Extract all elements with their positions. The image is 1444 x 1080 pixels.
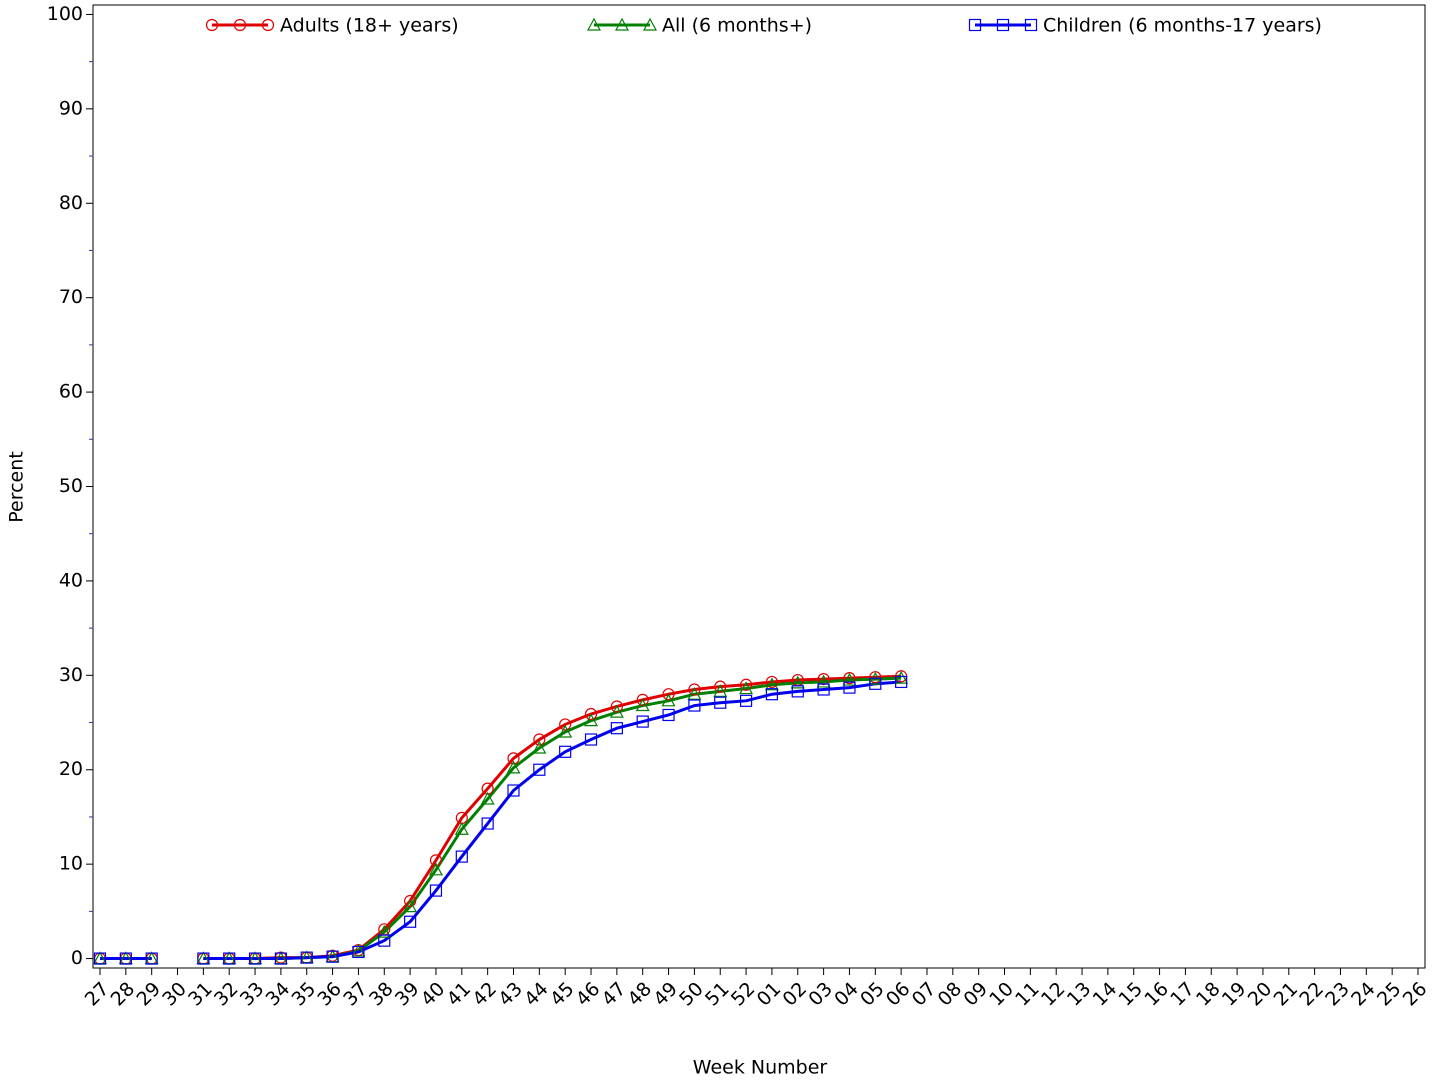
data-point: [248, 952, 262, 965]
legend-marker: [233, 18, 247, 32]
data-point: [532, 740, 547, 754]
legend-marker: [261, 18, 275, 32]
y-tick-label: 50: [59, 475, 83, 497]
data-point: [894, 670, 909, 684]
x-tick-label: 26: [1399, 978, 1432, 1011]
data-point: [714, 680, 727, 693]
y-tick-label: 0: [71, 947, 83, 969]
data-point: [869, 671, 882, 684]
series-line: [100, 674, 902, 961]
data-point: [507, 752, 520, 765]
data-point: [610, 722, 623, 735]
legend-label: Children (6 months-17 years): [1043, 15, 1322, 37]
y-tick-label: 60: [59, 381, 83, 403]
data-point: [429, 854, 443, 867]
data-point: [428, 862, 443, 876]
data-point: [378, 934, 391, 947]
data-point: [816, 674, 831, 688]
data-point: [843, 672, 856, 685]
y-tick-label: 90: [59, 97, 83, 119]
data-point: [636, 715, 649, 728]
data-point: [559, 718, 572, 731]
data-point: [326, 950, 339, 963]
legend-marker: [586, 17, 602, 31]
data-point: [584, 713, 599, 727]
data-point: [765, 688, 779, 701]
series-line: [100, 676, 902, 961]
data-point: [404, 894, 417, 908]
legend-label: All (6 months+): [662, 15, 812, 37]
data-point: [351, 943, 366, 957]
y-tick-label: 20: [59, 758, 83, 780]
data-point: [300, 951, 313, 964]
legend-marker: [614, 17, 630, 31]
data-point: [842, 672, 857, 686]
data-point: [533, 733, 546, 746]
data-point: [688, 699, 701, 712]
data-point: [533, 763, 546, 776]
data-point: [506, 760, 521, 774]
data-point: [687, 686, 702, 700]
data-point: [119, 952, 132, 965]
data-point: [843, 681, 856, 694]
legend-marker: [642, 17, 658, 31]
data-point: [558, 724, 573, 738]
data-point: [429, 884, 443, 897]
y-tick-label: 100: [47, 3, 83, 25]
data-point: [197, 952, 210, 965]
legend-marker: [1024, 18, 1038, 32]
data-point: [790, 675, 805, 689]
data-point: [739, 694, 753, 707]
data-point: [817, 672, 830, 686]
legend-label: Adults (18+ years): [280, 15, 459, 37]
data-point: [635, 698, 650, 712]
plot-frame: [92, 4, 1426, 969]
data-point: [454, 821, 469, 835]
data-point: [352, 945, 365, 959]
data-point: [869, 677, 882, 690]
data-point: [764, 677, 779, 691]
data-point: [765, 675, 779, 689]
data-point: [791, 685, 804, 698]
data-point: [636, 693, 649, 706]
x-axis-title: Week Number: [693, 1057, 828, 1079]
y-tick-label: 70: [59, 286, 83, 308]
y-axis-title: Percent: [6, 451, 28, 523]
data-point: [404, 915, 417, 928]
data-point: [559, 745, 572, 758]
data-point: [584, 733, 598, 746]
data-point: [223, 952, 236, 965]
y-tick-label: 30: [59, 664, 83, 686]
data-point: [713, 684, 728, 697]
data-point: [739, 681, 754, 695]
data-point: [895, 675, 908, 689]
data-point: [662, 688, 675, 701]
legend-marker: [968, 18, 982, 32]
data-point: [817, 683, 830, 696]
legend-marker: [996, 18, 1010, 32]
y-tick-label: 80: [59, 192, 83, 214]
data-point: [93, 952, 107, 965]
data-point: [661, 693, 676, 707]
data-point: [739, 678, 753, 691]
data-point: [610, 700, 623, 713]
data-point: [480, 791, 495, 805]
data-point: [455, 850, 468, 863]
series-line: [100, 680, 902, 961]
legend-marker: [205, 18, 219, 32]
data-point: [274, 952, 288, 965]
data-point: [145, 952, 158, 965]
data-point: [481, 817, 494, 830]
data-point: [662, 708, 675, 722]
data-point: [584, 707, 598, 721]
data-point: [507, 784, 520, 797]
data-point: [714, 696, 727, 709]
y-tick-label: 40: [59, 569, 83, 591]
data-point: [403, 899, 418, 913]
data-point: [609, 704, 624, 718]
y-tick-label: 10: [59, 853, 83, 875]
data-point: [377, 924, 392, 938]
data-point: [688, 683, 701, 696]
